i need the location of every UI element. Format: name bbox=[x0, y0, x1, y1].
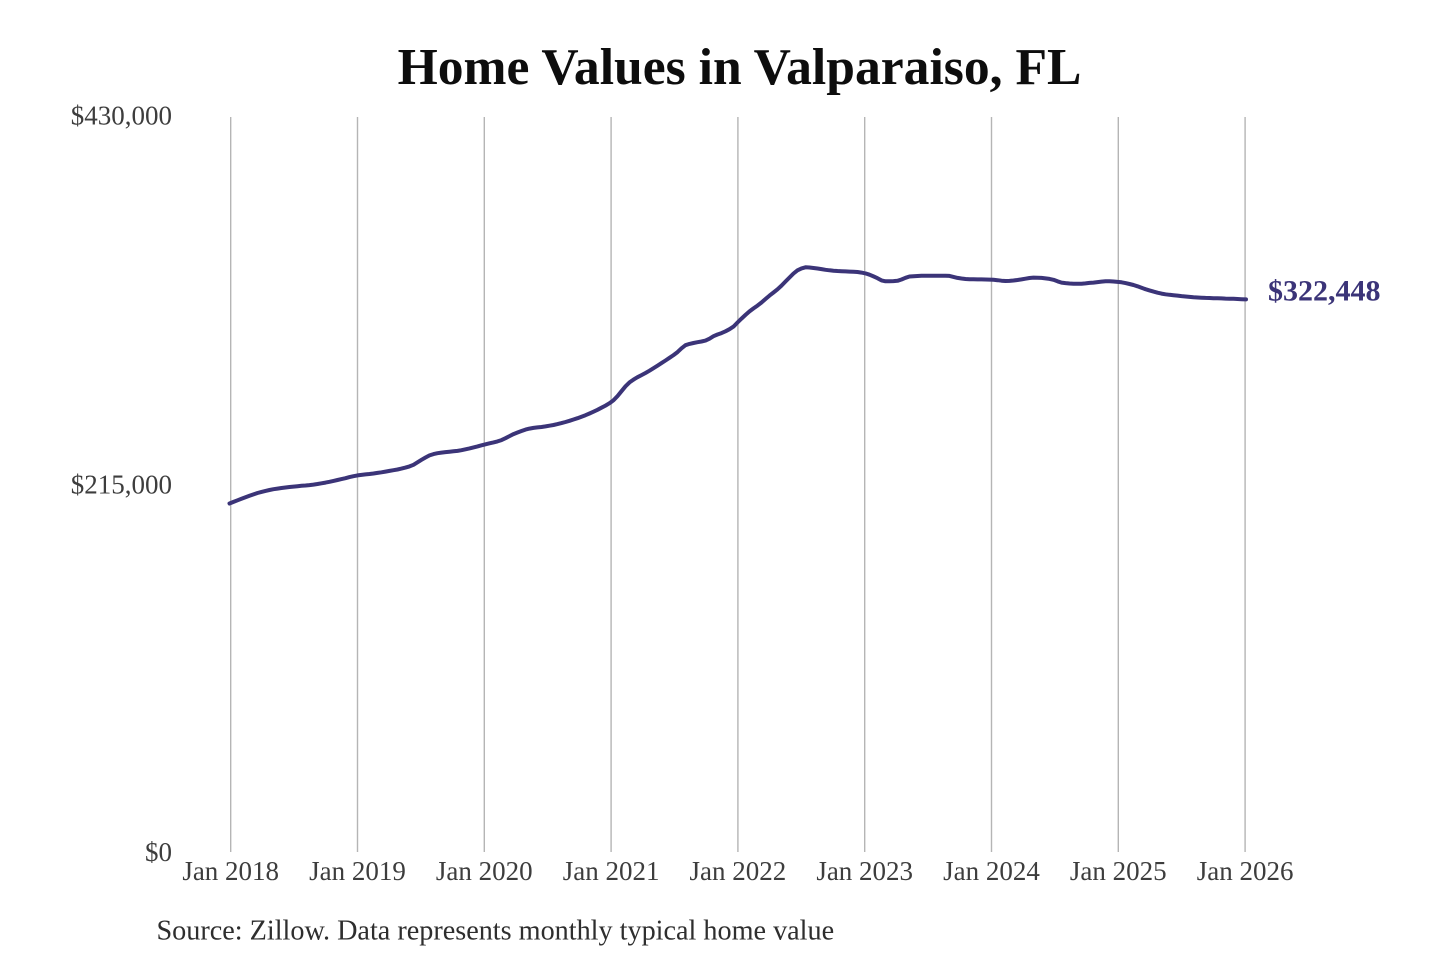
svg-text:Home Values in Valparaiso, FL: Home Values in Valparaiso, FL bbox=[398, 39, 1082, 96]
svg-text:Jan 2022: Jan 2022 bbox=[690, 856, 787, 886]
svg-text:Jan 2025: Jan 2025 bbox=[1070, 856, 1167, 886]
svg-text:$430,000: $430,000 bbox=[71, 101, 172, 131]
svg-text:Jan 2020: Jan 2020 bbox=[436, 856, 533, 886]
svg-text:Jan 2026: Jan 2026 bbox=[1197, 856, 1294, 886]
svg-text:Source: Zillow. Data represent: Source: Zillow. Data represents monthly … bbox=[157, 916, 835, 947]
svg-text:Jan 2018: Jan 2018 bbox=[182, 856, 279, 886]
svg-text:$322,448: $322,448 bbox=[1268, 275, 1381, 308]
svg-text:Jan 2021: Jan 2021 bbox=[563, 856, 660, 886]
svg-text:Jan 2024: Jan 2024 bbox=[943, 856, 1040, 886]
svg-text:$215,000: $215,000 bbox=[71, 470, 172, 500]
svg-text:Jan 2019: Jan 2019 bbox=[309, 856, 406, 886]
svg-text:Jan 2023: Jan 2023 bbox=[816, 856, 913, 886]
svg-text:$0: $0 bbox=[145, 837, 172, 867]
